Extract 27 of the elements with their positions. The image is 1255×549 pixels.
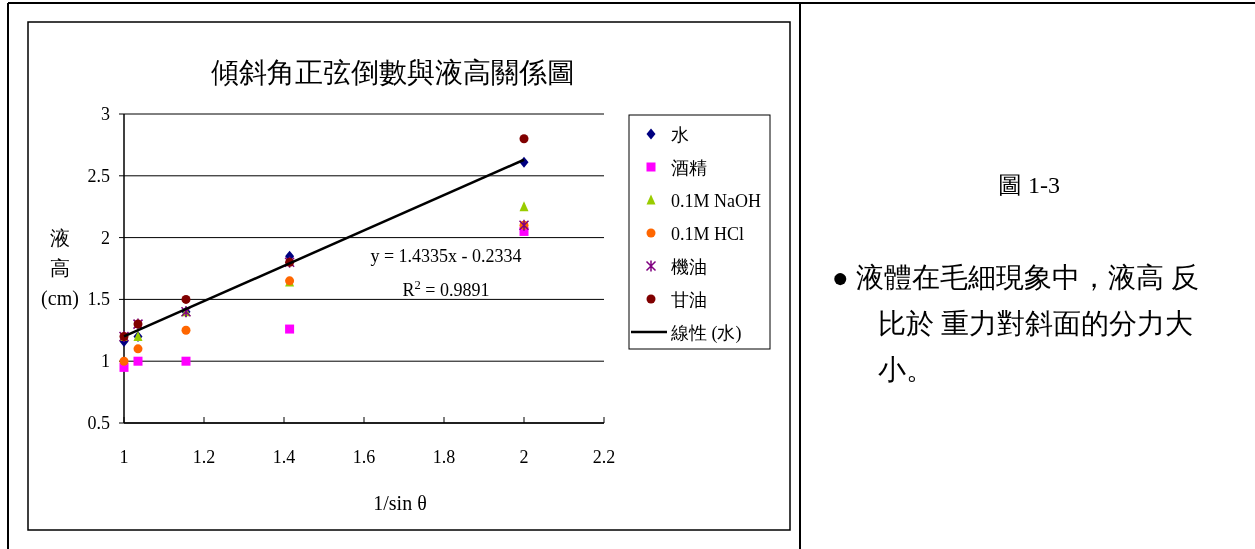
- x-tick-label: 2: [519, 447, 529, 467]
- x-tick-label: 1.8: [432, 447, 456, 467]
- x-tick-label: 1: [119, 447, 129, 467]
- y-tick-label: 0.5: [87, 413, 110, 433]
- y-axis-title: 液高(cm): [41, 227, 79, 310]
- text: ● 液體在毛細現象中，液高 反比於 重力對斜面的分力大小。: [832, 261, 1200, 387]
- annotation: R$^{2}$ = 0.9891: [402, 278, 490, 300]
- x-tick-label: 1.4: [272, 447, 296, 467]
- y-tick-label: 1: [101, 351, 110, 372]
- y-tick-label: 2: [101, 227, 110, 248]
- y-tick-label: 2.5: [87, 165, 110, 186]
- x-tick-label: 1.2: [192, 447, 216, 467]
- legend-label: 酒精: [671, 158, 707, 178]
- y-tick-label: 3: [101, 104, 110, 124]
- annotation: y = 1.4335x - 0.2334: [370, 246, 522, 266]
- legend-label: 機油: [671, 257, 707, 277]
- caption: 圖 1-3: [998, 172, 1060, 198]
- legend-label: 線性 (水): [670, 323, 742, 344]
- chart-title: 傾斜角正弦倒數與液高關係圖: [211, 57, 575, 88]
- y-tick-label: 1.5: [87, 289, 110, 310]
- legend-label: 甘油: [671, 290, 707, 310]
- legend-label: 0.1M NaOH: [671, 191, 761, 211]
- x-axis-title: 1/sin θ: [373, 492, 427, 514]
- legend-label: 水: [671, 125, 689, 145]
- x-tick-label: 1.6: [352, 447, 376, 467]
- x-tick-label: 2.2: [592, 447, 616, 467]
- legend-label: 0.1M HCl: [671, 224, 745, 244]
